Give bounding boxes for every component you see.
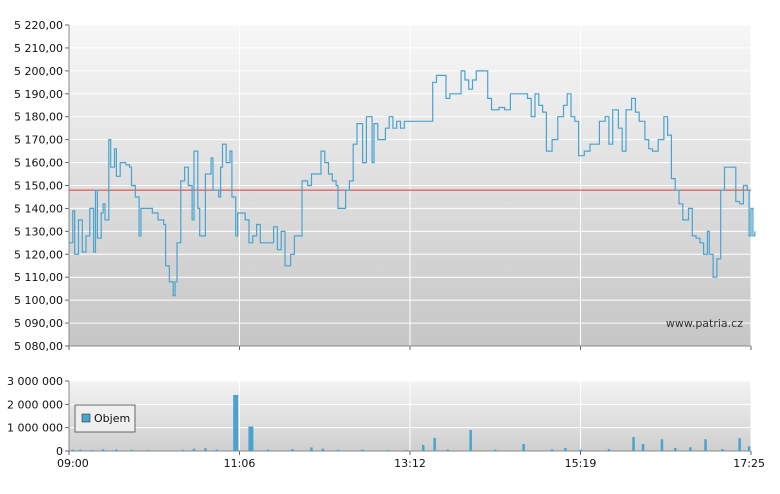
price-series-line: [69, 70, 756, 297]
volume-bar: [550, 449, 554, 451]
volume-y-tick-label: 1 000 000: [7, 422, 63, 435]
volume-bar: [130, 449, 133, 451]
volume-y-tick-label: 0: [56, 445, 63, 458]
volume-bar: [704, 439, 707, 451]
price-y-tick-label: 5 190,00: [14, 88, 63, 101]
volume-bar: [689, 447, 692, 451]
price-y-tick-label: 5 200,00: [14, 65, 63, 78]
volume-bar: [446, 449, 450, 451]
volume-bar: [607, 449, 611, 451]
volume-bar: [192, 448, 196, 451]
volume-bar: [632, 437, 635, 451]
volume-bar: [469, 430, 472, 451]
volume-y-tick-label: 2 000 000: [7, 398, 63, 411]
volume-chart: 3 000 000 2 000 000 1 000 000 009:00 11:06 13…: [7, 375, 765, 470]
volume-bar: [721, 449, 724, 451]
volume-y-tick-label: 3 000 000: [7, 375, 63, 388]
price-y-tick-label: 5 220,00: [14, 19, 63, 32]
volume-bar: [147, 450, 150, 451]
volume-bar: [71, 449, 74, 451]
volume-bar: [386, 450, 389, 451]
volume-bar: [522, 444, 525, 451]
price-y-tick-label: 5 180,00: [14, 111, 63, 124]
volume-bar: [204, 448, 207, 451]
volume-bar: [166, 450, 169, 451]
volume-bar: [579, 449, 582, 451]
volume-bar: [181, 449, 184, 451]
volume-bar: [215, 449, 218, 451]
x-tick-label: 11:06: [224, 457, 256, 470]
price-y-tick-label: 5 120,00: [14, 248, 63, 261]
price-y-tick-label: 5 160,00: [14, 157, 63, 170]
volume-bar: [674, 448, 677, 451]
legend-label: Objem: [94, 412, 130, 425]
volume-bar: [405, 450, 408, 451]
watermark: www.patria.cz: [666, 317, 743, 330]
volume-bar: [660, 439, 664, 451]
volume-bar: [248, 426, 254, 451]
volume-bar: [361, 449, 364, 451]
volume-bar: [494, 449, 497, 451]
price-y-tick-label: 5 210,00: [14, 42, 63, 55]
volume-bar: [433, 437, 436, 451]
x-tick-label: 13:12: [394, 457, 426, 470]
x-tick-label: 09:00: [57, 457, 89, 470]
volume-bar: [641, 444, 645, 451]
x-tick-label: 15:19: [565, 457, 597, 470]
volume-bar: [90, 450, 93, 451]
price-y-tick-label: 5 110,00: [14, 271, 63, 284]
x-tick-label: 17:25: [733, 457, 765, 470]
volume-bar: [266, 449, 270, 451]
volume-bar: [115, 449, 118, 451]
volume-bar: [291, 449, 294, 451]
price-y-tick-label: 5 150,00: [14, 180, 63, 193]
price-y-tick-label: 5 170,00: [14, 134, 63, 147]
price-chart: 5 220,00 5 210,00 5 200,00 5 190,00 5 180,00…: [14, 19, 756, 353]
legend: Objem: [74, 404, 136, 433]
volume-bar: [422, 444, 425, 451]
legend-swatch: [81, 413, 91, 423]
price-y-tick-label: 5 130,00: [14, 225, 63, 238]
volume-bar: [564, 448, 567, 451]
volume-bar: [738, 438, 741, 451]
price-y-tick-label: 5 140,00: [14, 202, 63, 215]
volume-bar: [321, 448, 325, 451]
volume-bar: [310, 447, 313, 451]
volume-bar: [747, 446, 751, 451]
volume-bar: [79, 449, 82, 451]
volume-bar: [336, 449, 340, 451]
price-y-tick-label: 5 080,00: [14, 340, 63, 353]
price-y-tick-label: 5 100,00: [14, 294, 63, 307]
volume-bar: [233, 395, 239, 451]
volume-bar: [101, 449, 105, 451]
price-y-tick-label: 5 090,00: [14, 317, 63, 330]
